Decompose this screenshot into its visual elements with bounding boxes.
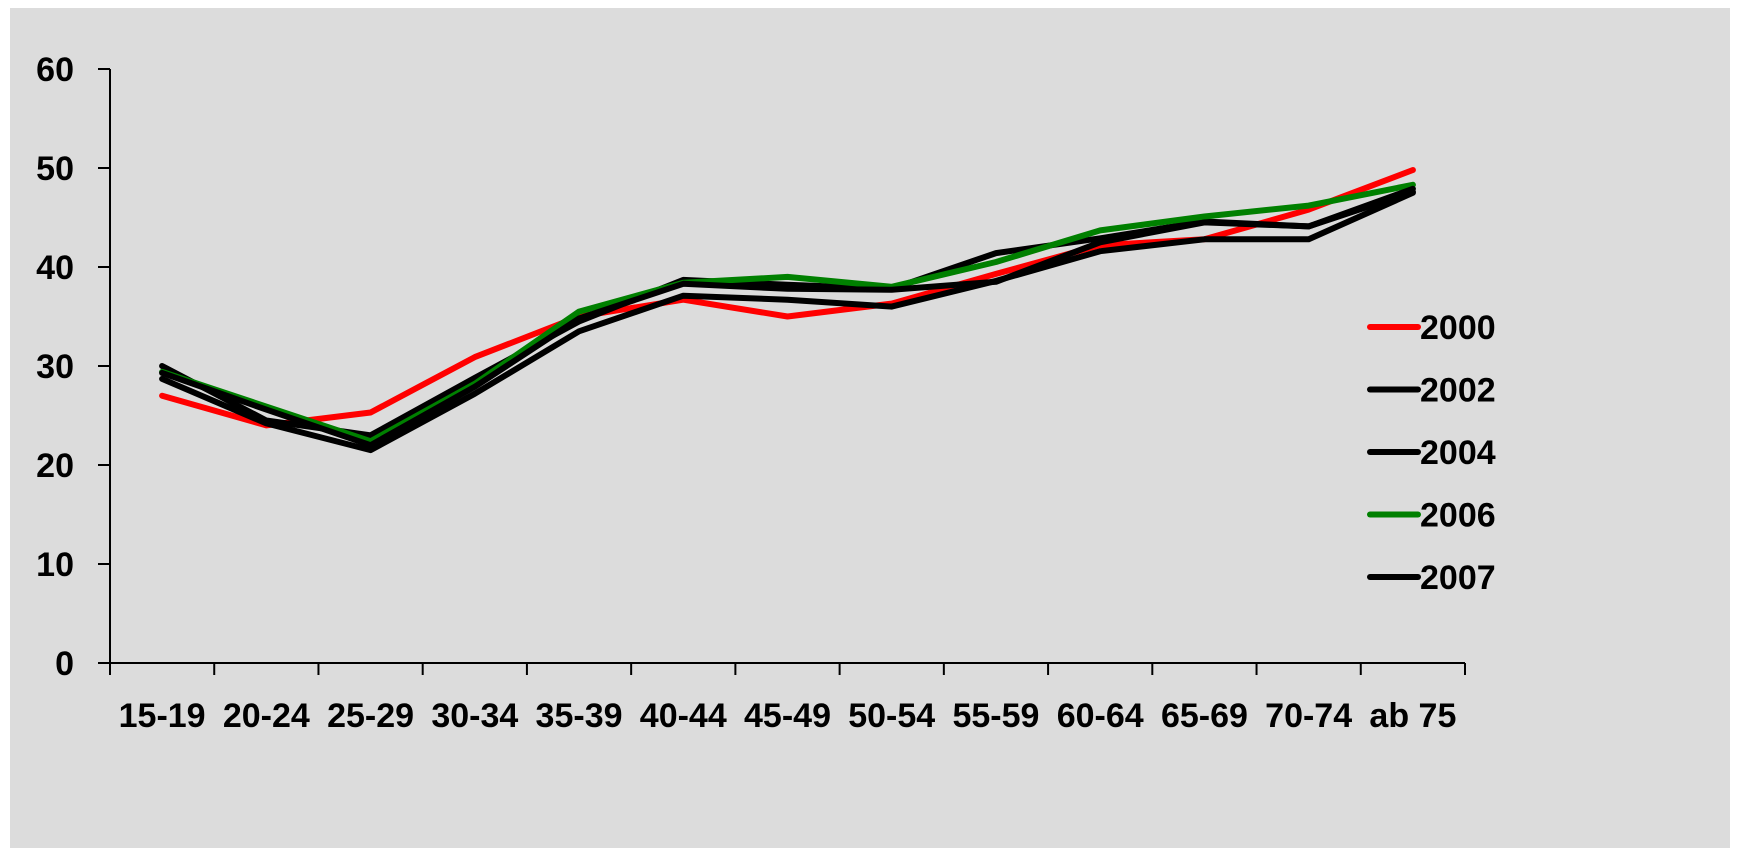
legend-label-2000: 2000 (1420, 309, 1496, 347)
legend-label-2002: 2002 (1420, 372, 1496, 410)
y-tick-label: 10 (36, 546, 74, 584)
x-tick-label: 25-29 (327, 697, 414, 735)
x-tick-label: 50-54 (848, 697, 935, 735)
tick-labels: 0 10 20 30 40 50 60 15-19 20-24 25-29 30-34 35-39 40… (36, 51, 1456, 735)
legend-label-2006: 2006 (1420, 497, 1496, 535)
x-tick-label: 35-39 (536, 697, 623, 735)
chart-background (10, 8, 1730, 848)
y-tick-label: 50 (36, 150, 74, 188)
legend: 2000 2002 2004 2006 2007 (1367, 309, 1496, 597)
x-tick-label: 40-44 (640, 697, 727, 735)
x-tick-label: 70-74 (1265, 697, 1352, 735)
y-tick-label: 30 (36, 348, 74, 386)
y-tick-label: 20 (36, 447, 74, 485)
y-tick-label: 40 (36, 249, 74, 287)
legend-label-2004: 2004 (1420, 434, 1496, 472)
x-tick-label: 45-49 (744, 697, 831, 735)
x-tick-label: ab 75 (1369, 697, 1456, 735)
y-tick-label: 60 (36, 51, 74, 89)
x-tick-label: 65-69 (1161, 697, 1248, 735)
y-tick-label: 0 (55, 645, 74, 683)
x-tick-label: 20-24 (223, 697, 310, 735)
x-tick-label: 15-19 (119, 697, 206, 735)
axes (98, 68, 1466, 675)
x-tick-label: 30-34 (431, 697, 518, 735)
x-tick-label: 60-64 (1057, 697, 1144, 735)
series-lines (159, 167, 1416, 454)
legend-label-2007: 2007 (1420, 559, 1496, 597)
x-tick-label: 55-59 (952, 697, 1039, 735)
